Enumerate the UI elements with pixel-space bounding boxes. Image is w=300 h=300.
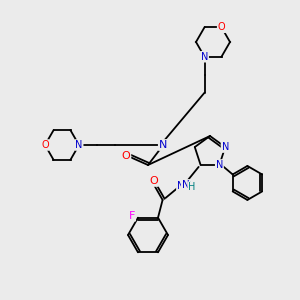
Text: H: H xyxy=(184,181,191,191)
Text: O: O xyxy=(149,176,158,186)
Text: N: N xyxy=(216,160,223,170)
Text: N: N xyxy=(75,140,83,150)
Text: O: O xyxy=(218,22,225,32)
Text: N: N xyxy=(221,142,229,152)
Text: N: N xyxy=(159,140,167,150)
Text: F: F xyxy=(129,211,135,221)
Text: O: O xyxy=(122,151,130,161)
Text: O: O xyxy=(41,140,49,150)
Text: N: N xyxy=(182,180,190,190)
Text: H: H xyxy=(188,182,195,192)
Text: N: N xyxy=(177,181,184,191)
Text: N: N xyxy=(201,52,208,62)
